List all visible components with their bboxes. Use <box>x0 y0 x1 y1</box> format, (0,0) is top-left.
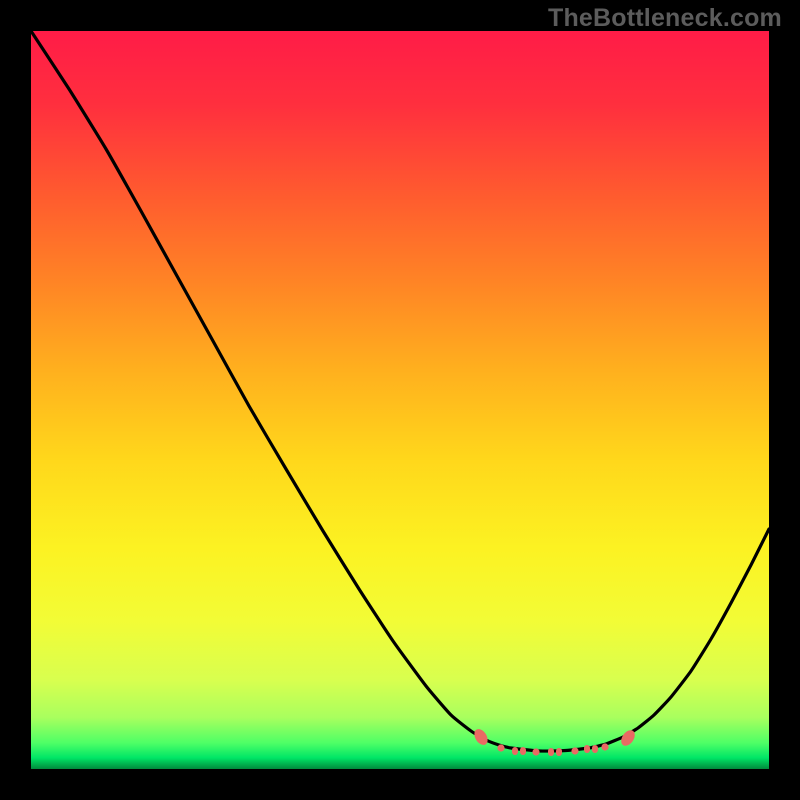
valley-dash <box>520 747 526 755</box>
watermark-text: TheBottleneck.com <box>548 4 782 33</box>
chart-svg <box>0 0 800 800</box>
valley-dash <box>548 748 554 756</box>
valley-dot <box>532 748 539 755</box>
valley-dot <box>571 747 578 754</box>
valley-dot <box>497 744 504 751</box>
valley-dot <box>601 743 608 750</box>
chart-stage: TheBottleneck.com <box>0 0 800 800</box>
plot-background <box>31 31 769 769</box>
valley-dash <box>592 745 598 753</box>
valley-dash <box>512 747 518 755</box>
valley-dash <box>584 745 590 753</box>
valley-dash <box>556 748 562 756</box>
